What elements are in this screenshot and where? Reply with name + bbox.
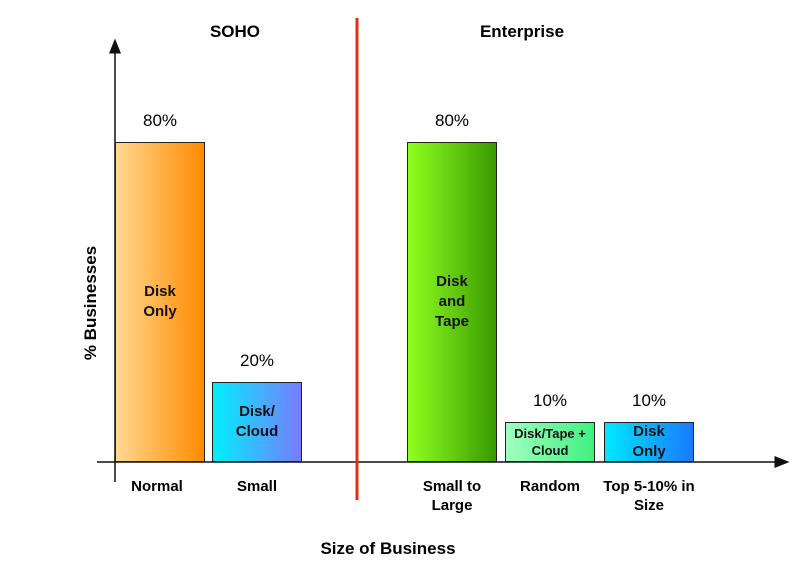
y-axis-label: % Businesses (81, 246, 100, 360)
value-label: 80% (434, 111, 470, 130)
x-axis-label: Size of Business (320, 539, 456, 558)
x-tick-label: Random (520, 478, 580, 495)
x-tick-label: Small to Large (422, 478, 482, 514)
value-label: 80% (142, 111, 178, 130)
bar: Disk/ Cloud (212, 382, 302, 462)
x-tick-label: Normal (131, 478, 183, 495)
bar: Disk Only (604, 422, 694, 462)
group-title: Enterprise (479, 22, 565, 41)
bar: Disk and Tape (407, 142, 497, 462)
bar-label: Disk/Tape + Cloud (514, 426, 586, 458)
bar-label: Disk/ Cloud (235, 403, 279, 440)
bar-label: Disk Only (143, 283, 177, 320)
bar: Disk/Tape + Cloud (505, 422, 595, 462)
value-label: 10% (532, 391, 568, 410)
bar-label: Disk Only (632, 423, 666, 460)
bar: Disk Only (115, 142, 205, 462)
bar-label: Disk and Tape (435, 273, 469, 330)
x-tick-label: Top 5-10% in Size (603, 478, 695, 514)
x-tick-label: Small (236, 478, 278, 495)
value-label: 20% (239, 351, 275, 370)
group-title: SOHO (209, 22, 261, 41)
value-label: 10% (631, 391, 667, 410)
